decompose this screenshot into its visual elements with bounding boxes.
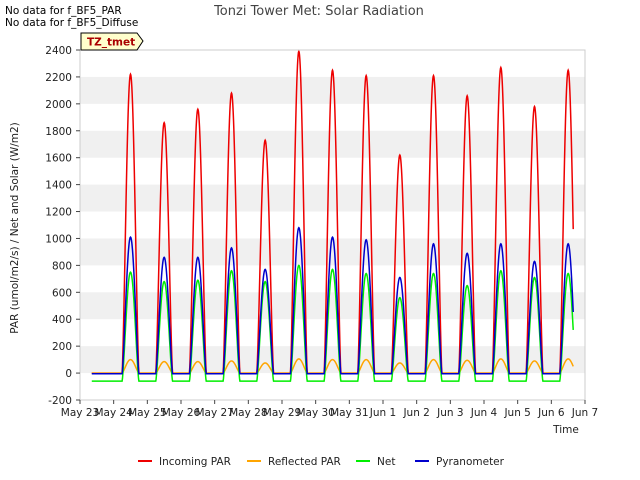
x-tick-label: Jun 7 [571,407,598,419]
x-tick-label: May 31 [330,407,368,419]
grid-band [80,130,585,158]
x-tick-label: May 30 [296,407,334,419]
grid-band [80,238,585,266]
y-tick-label: 1600 [45,153,72,165]
y-tick-label: 1800 [45,126,72,138]
series-line-net [91,264,574,382]
y-axis-label: PAR (umol/m2/s) / Net and Solar (W/m2) [9,122,21,334]
site-badge: TZ_tmet [80,32,144,51]
x-axis-label: Time [552,424,579,436]
legend: Incoming PAR Reflected PAR Net Pyranometer [138,456,505,468]
grid-band [80,76,585,104]
grid-band [80,292,585,320]
x-tick-label: Jun 3 [436,407,463,419]
series-line-pyranometer [91,226,574,375]
grid-bands [80,76,585,374]
y-tick-label: -200 [48,395,72,407]
x-tick-label: May 24 [94,407,133,419]
y-tick-label: 1200 [45,207,72,219]
chart-title: Tonzi Tower Met: Solar Radiation [213,4,424,19]
x-tick-label: May 27 [195,407,233,419]
site-badge-label: TZ_tmet [87,37,135,49]
x-tick-label: May 25 [128,407,166,419]
y-axis: -200 0 200 400 600 800 1000 1200 1400 1600 1800 200… [45,45,80,407]
x-tick-label: Jun 5 [503,407,530,419]
y-tick-label: 2000 [45,99,72,111]
x-tick-label: Jun 1 [369,407,396,419]
x-tick-label: Jun 2 [402,407,429,419]
site-badge-box [80,32,144,51]
no-data-notice-par: No data for f_BF5_PAR [5,5,122,17]
legend-label: Incoming PAR [159,456,231,468]
x-tick-label: May 29 [263,407,301,419]
legend-label: Pyranometer [436,456,505,468]
y-tick-label: 400 [52,314,72,326]
x-tick-label: Jun 4 [470,407,498,419]
y-tick-label: 2200 [45,72,72,84]
x-tick-label: Jun 6 [537,407,565,419]
y-tick-label: 1000 [45,233,72,245]
y-tick-label: 200 [52,341,72,353]
legend-label: Net [377,456,395,468]
no-data-notice-diffuse: No data for f_BF5_Diffuse [5,17,139,29]
plot-frame [79,49,586,401]
x-tick-label: May 28 [229,407,267,419]
legend-label: Reflected PAR [268,456,341,468]
y-tick-label: 600 [52,287,72,299]
y-tick-label: 800 [52,260,72,272]
y-tick-label: 1400 [45,180,72,192]
y-tick-label: 2400 [45,45,72,57]
series-layer [91,49,574,382]
x-tick-label: May 23 [61,407,99,419]
x-tick-label: May 26 [162,407,201,419]
grid-band [80,184,585,212]
y-tick-label: 0 [65,368,72,380]
